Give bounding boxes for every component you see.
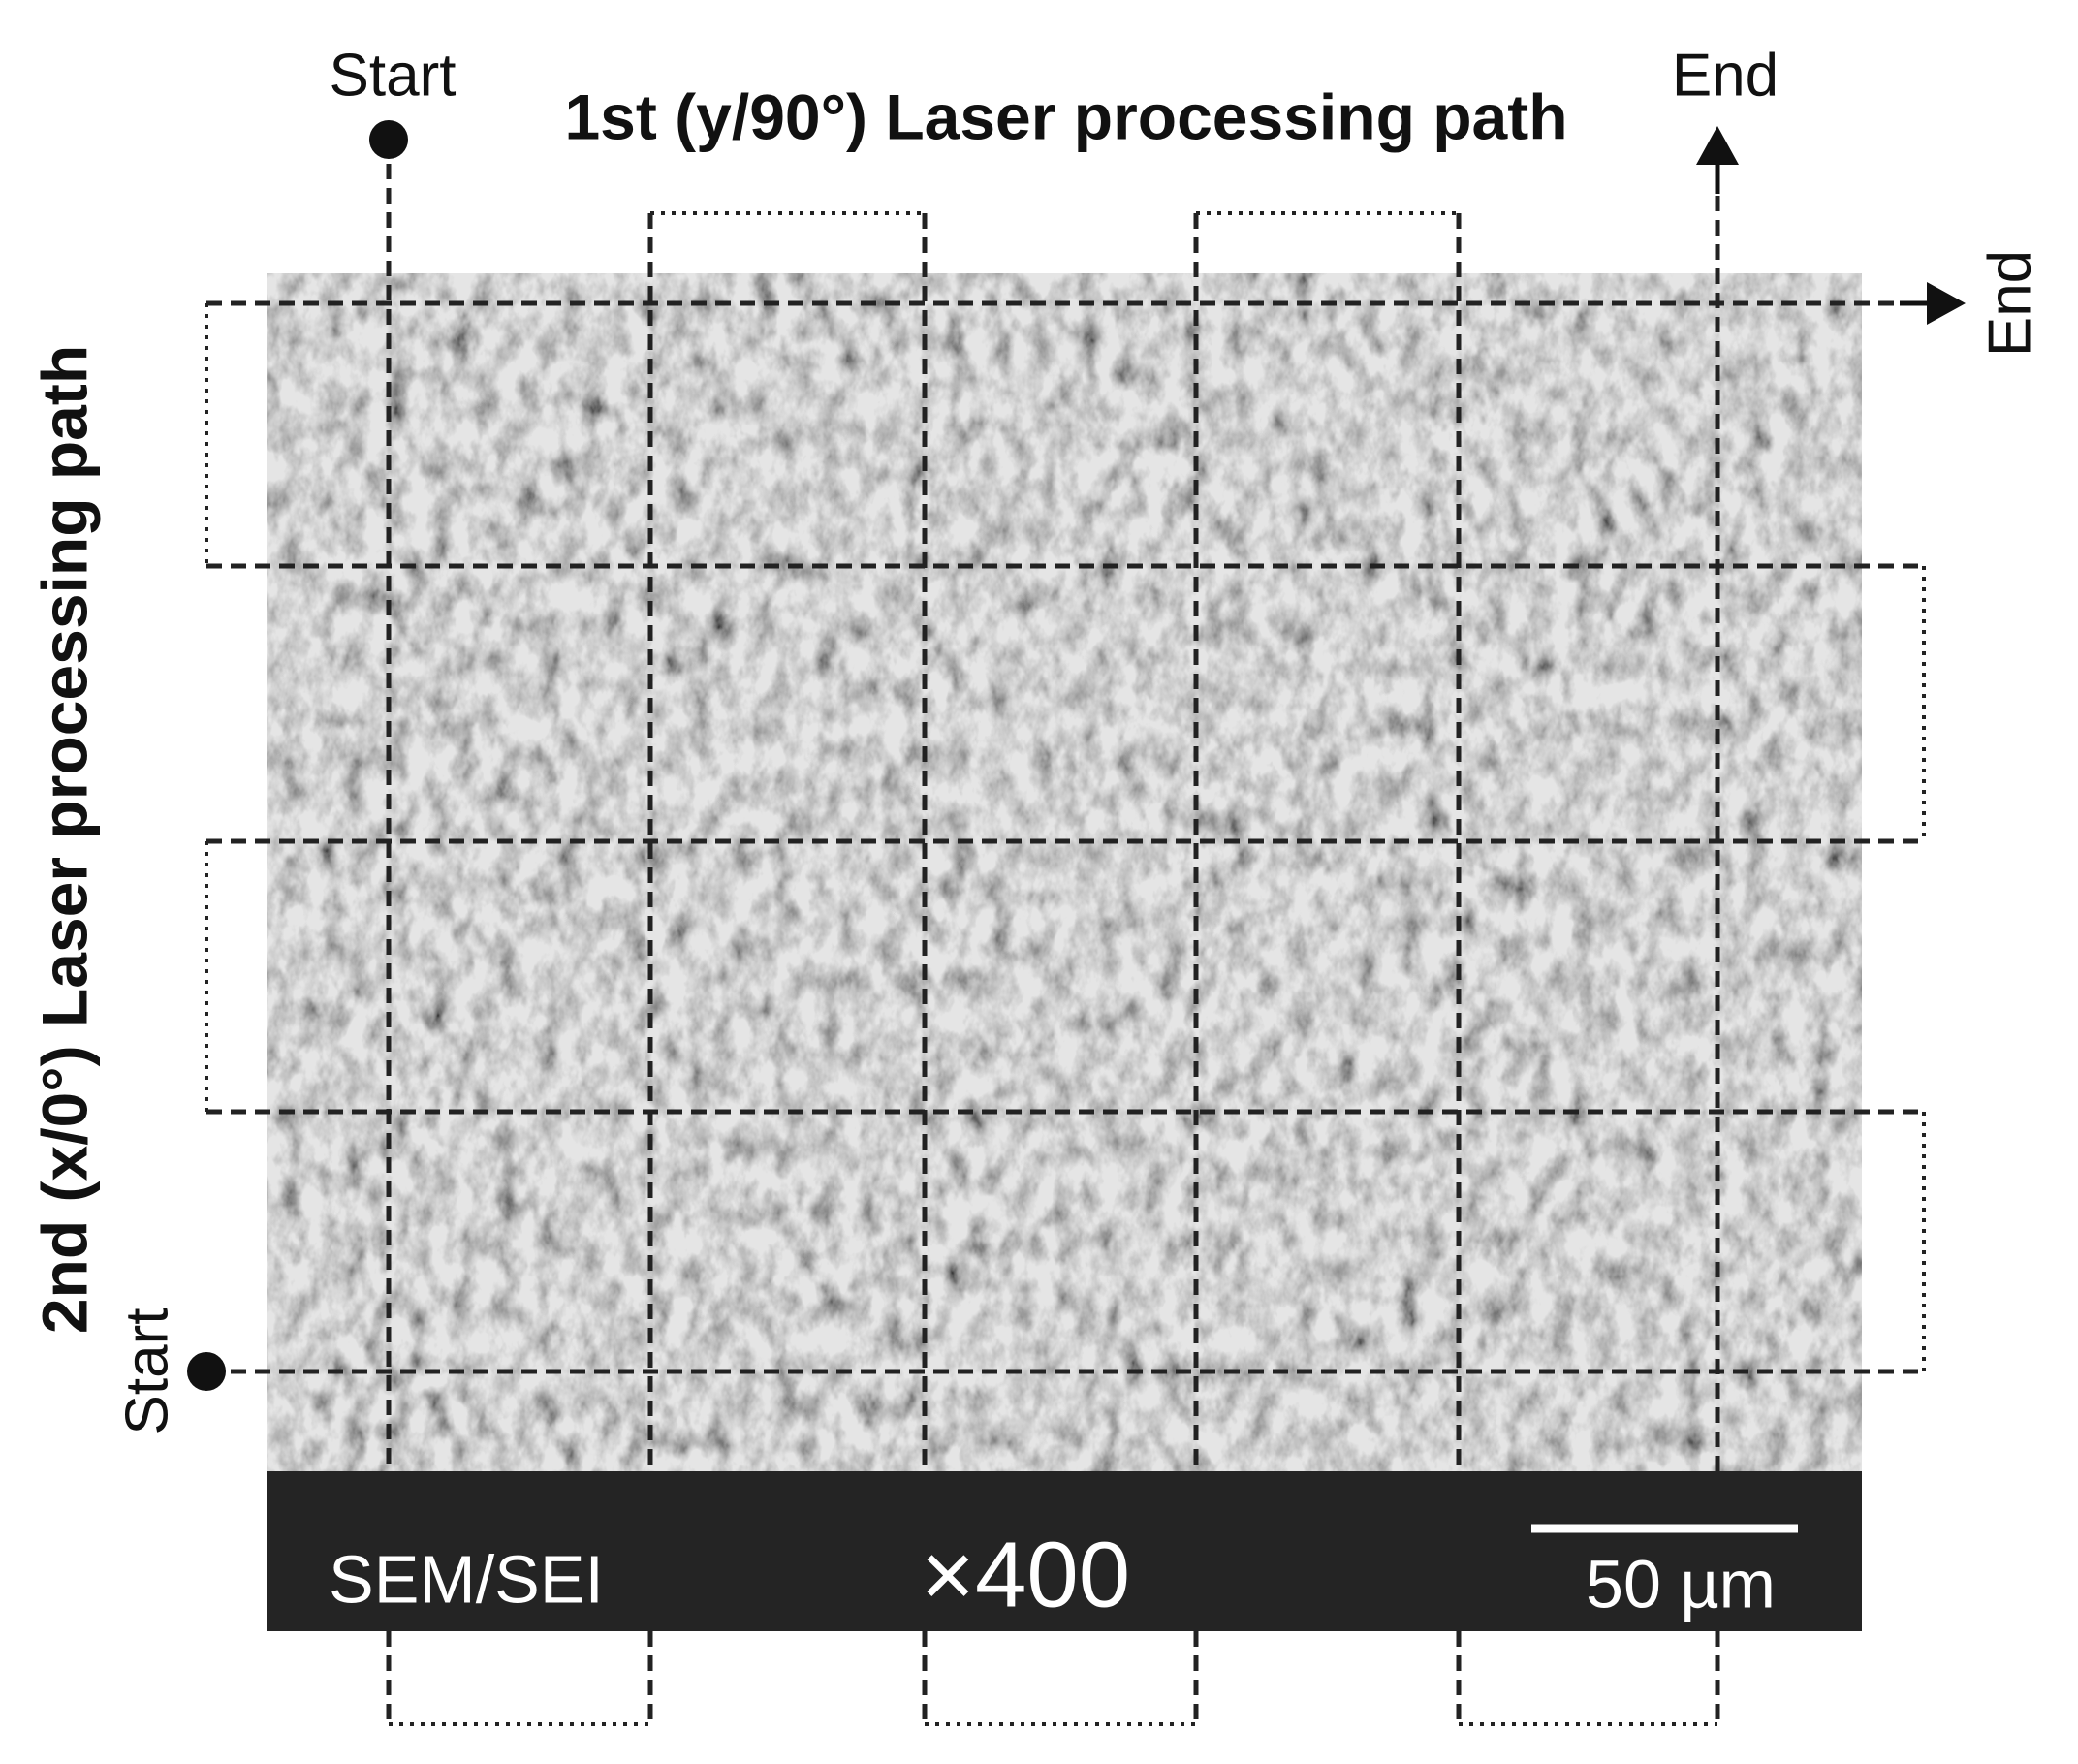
path-title-2nd: 2nd (x/0°) Laser processing path [28, 345, 100, 1334]
end-label-right: End [1976, 250, 2043, 357]
start-dot-left [187, 1352, 226, 1391]
mode-label: SEM/SEI [329, 1541, 604, 1617]
start-label: Start [330, 42, 457, 109]
end-label: End [1672, 42, 1779, 109]
start-label-left: Start [113, 1308, 180, 1435]
path-title-1st: 1st (y/90°) Laser processing path [564, 80, 1567, 152]
sem-texture [267, 273, 1862, 1471]
vertical-paths [386, 140, 1720, 1726]
magnification-label: ×400 [921, 1523, 1130, 1626]
start-dot-top [369, 120, 408, 159]
horizontal-paths [205, 300, 1926, 1374]
arrow-heads [1696, 126, 1966, 325]
scale-label: 50 µm [1586, 1546, 1776, 1622]
info-bar [267, 1471, 1862, 1631]
